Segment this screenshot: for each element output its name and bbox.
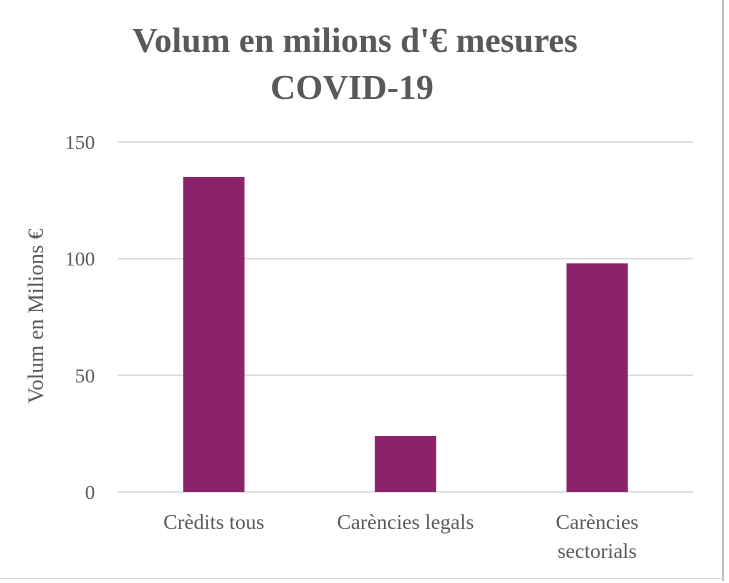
- y-axis-ticks: 0 50 100 150: [65, 132, 95, 504]
- x-category-label: Carències: [556, 510, 639, 534]
- chart-title-line-1: Volum en milions d'€ mesures: [132, 21, 577, 60]
- bar: [183, 177, 245, 492]
- bars: [183, 177, 628, 492]
- y-tick-label: 100: [65, 249, 95, 271]
- y-tick-label: 0: [85, 482, 95, 504]
- chart-title-line-2: COVID-19: [270, 68, 433, 107]
- x-category-label: Crèdits tous: [163, 510, 264, 534]
- y-tick-label: 150: [65, 132, 95, 154]
- x-category-label: Carències legals: [337, 510, 474, 534]
- y-tick-label: 50: [75, 365, 95, 387]
- frame-right-border: [722, 0, 724, 581]
- x-axis-categories: Crèdits tous Carències legals Carències sec…: [163, 510, 638, 563]
- frame-bottom-border: [0, 578, 724, 579]
- bar: [374, 436, 437, 492]
- bar: [566, 263, 628, 492]
- y-axis-label: Volum en Milions €: [23, 228, 48, 403]
- x-category-label: sectorials: [558, 539, 637, 563]
